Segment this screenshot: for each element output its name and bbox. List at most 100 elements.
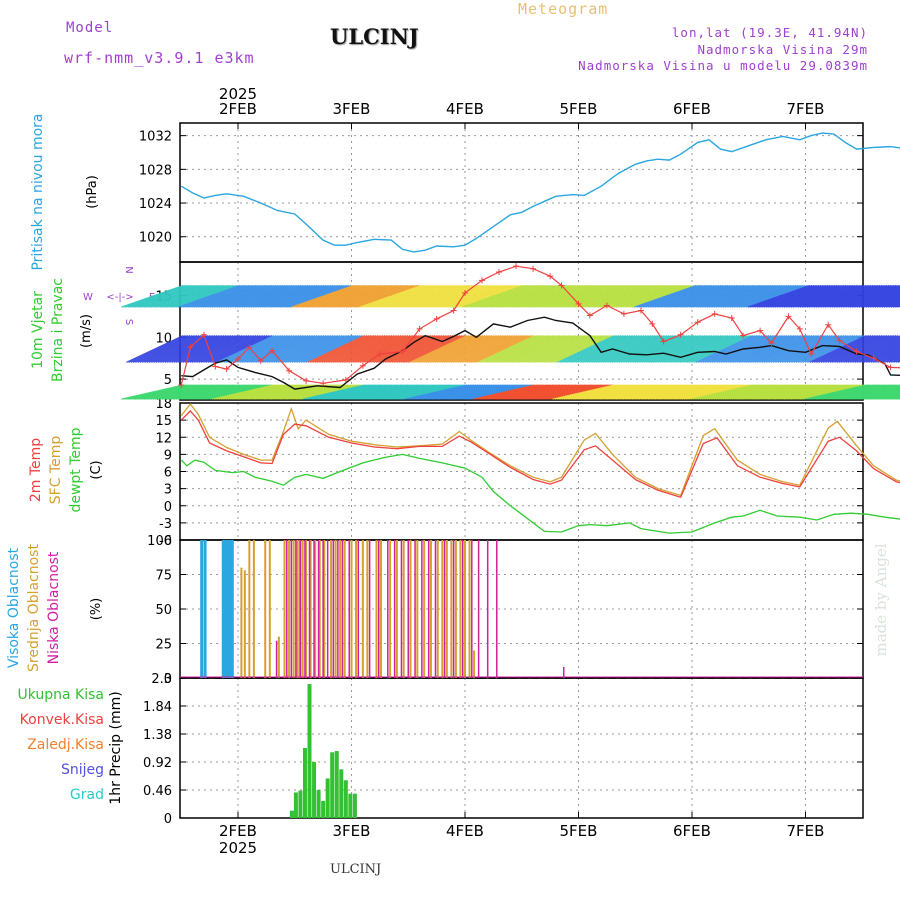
wind-streak bbox=[886, 355, 900, 363]
wind-streak bbox=[393, 284, 456, 308]
wind-streak bbox=[466, 335, 525, 363]
wind-streak bbox=[545, 284, 608, 308]
gust-marker bbox=[603, 302, 610, 309]
wind-streak bbox=[225, 335, 284, 363]
wind-streak bbox=[843, 335, 900, 363]
wind-streak bbox=[636, 335, 695, 363]
wind-streak bbox=[332, 335, 391, 363]
wind-streak bbox=[865, 294, 900, 308]
wind-streak bbox=[207, 335, 266, 363]
cloud-bar bbox=[322, 540, 324, 678]
cloud-bar bbox=[301, 540, 304, 678]
wind-streak bbox=[273, 335, 332, 363]
wind-streak bbox=[259, 284, 322, 308]
cloud-bar bbox=[332, 540, 335, 678]
wind-streak bbox=[527, 284, 590, 308]
wind-streak bbox=[486, 284, 549, 308]
wind-streak bbox=[632, 335, 690, 363]
wind-streak bbox=[387, 335, 445, 363]
x-tick-label-bottom: 2FEB bbox=[219, 822, 257, 840]
wind-streak bbox=[498, 335, 556, 363]
wind-streak bbox=[800, 335, 858, 363]
wind-streak bbox=[861, 292, 900, 308]
wind-streak bbox=[672, 284, 736, 308]
wind-streak bbox=[507, 335, 565, 363]
wind-streak bbox=[842, 286, 900, 308]
wind-streak bbox=[457, 284, 520, 308]
wind-streak bbox=[588, 284, 652, 308]
gust-marker bbox=[853, 348, 860, 355]
wind-streak bbox=[615, 284, 679, 308]
wind-streak bbox=[723, 335, 781, 363]
wind-streak bbox=[870, 296, 900, 308]
wind-streak bbox=[509, 284, 572, 308]
wind-streak bbox=[477, 335, 536, 363]
gust-marker bbox=[513, 263, 520, 270]
x-tick-label-top: 3FEB bbox=[333, 100, 371, 118]
wind-streak bbox=[849, 288, 900, 308]
wind-streak bbox=[525, 284, 588, 308]
pressure-title: Pritisak na nivou mora bbox=[30, 113, 46, 270]
wind-streak bbox=[264, 284, 327, 308]
precip-bar bbox=[330, 752, 335, 818]
gust-marker bbox=[257, 357, 264, 364]
wind-streak bbox=[772, 284, 835, 308]
cloud-bar bbox=[436, 540, 439, 678]
wind-streak bbox=[341, 335, 400, 363]
wind-streak bbox=[720, 284, 783, 308]
wind-streak bbox=[758, 284, 822, 308]
wind-streak bbox=[538, 284, 602, 308]
wind-streak bbox=[457, 335, 515, 363]
model-altitude: Nadmorska Visina u modelu 29.0839m bbox=[578, 58, 868, 73]
wind-streak bbox=[346, 335, 404, 363]
wind-streak bbox=[802, 335, 860, 363]
wind-streak bbox=[298, 284, 361, 308]
wind-streak bbox=[881, 300, 900, 308]
wind-streak bbox=[657, 335, 715, 363]
wind-streak bbox=[132, 284, 195, 308]
wind-streak bbox=[291, 284, 354, 308]
precip-bar bbox=[289, 810, 294, 818]
y-tick-label: 3 bbox=[164, 483, 172, 498]
wind-title-2: Brzina i Pravac bbox=[50, 278, 66, 382]
wind-streak bbox=[298, 335, 357, 363]
wind-streak bbox=[715, 284, 779, 308]
wind-streak bbox=[697, 284, 761, 308]
wind-streak bbox=[245, 284, 309, 308]
wind-streak bbox=[407, 284, 470, 308]
wind-streak bbox=[765, 284, 829, 308]
compass-west: W bbox=[83, 292, 93, 303]
cloud-bar bbox=[339, 540, 342, 678]
wind-streak bbox=[302, 284, 366, 308]
wind-streak bbox=[382, 284, 445, 308]
wind-streak bbox=[684, 335, 742, 363]
cloud-bar bbox=[464, 540, 466, 678]
t2m-temp-line bbox=[180, 410, 900, 498]
wind-streak bbox=[702, 284, 765, 308]
y-tick-label: 50 bbox=[155, 603, 172, 618]
gust-marker bbox=[637, 307, 644, 314]
gust-marker bbox=[399, 348, 406, 355]
wind-streak bbox=[777, 284, 840, 308]
y-tick-label: 12 bbox=[155, 431, 172, 446]
wind-streak bbox=[470, 284, 534, 308]
wind-streak bbox=[555, 335, 613, 363]
wind-streak bbox=[552, 284, 615, 308]
wind-streak bbox=[261, 284, 325, 308]
cloud-bar bbox=[317, 540, 320, 678]
y-tick-label: 1028 bbox=[139, 163, 172, 178]
wind-streak bbox=[425, 335, 484, 363]
wind-streak bbox=[141, 335, 200, 363]
wind-streak bbox=[665, 284, 729, 308]
wind-streak bbox=[321, 335, 379, 363]
wind-streak bbox=[813, 284, 876, 308]
wind-streak bbox=[218, 284, 282, 308]
wind-streak bbox=[847, 288, 900, 308]
wind-streak bbox=[724, 284, 788, 308]
wind-streak bbox=[241, 284, 304, 308]
wind-streak bbox=[502, 284, 565, 308]
x-tick-label-bottom: 4FEB bbox=[446, 822, 484, 840]
wind-streak bbox=[727, 335, 786, 363]
wind-streak bbox=[230, 335, 288, 363]
wind-streak bbox=[522, 284, 586, 308]
